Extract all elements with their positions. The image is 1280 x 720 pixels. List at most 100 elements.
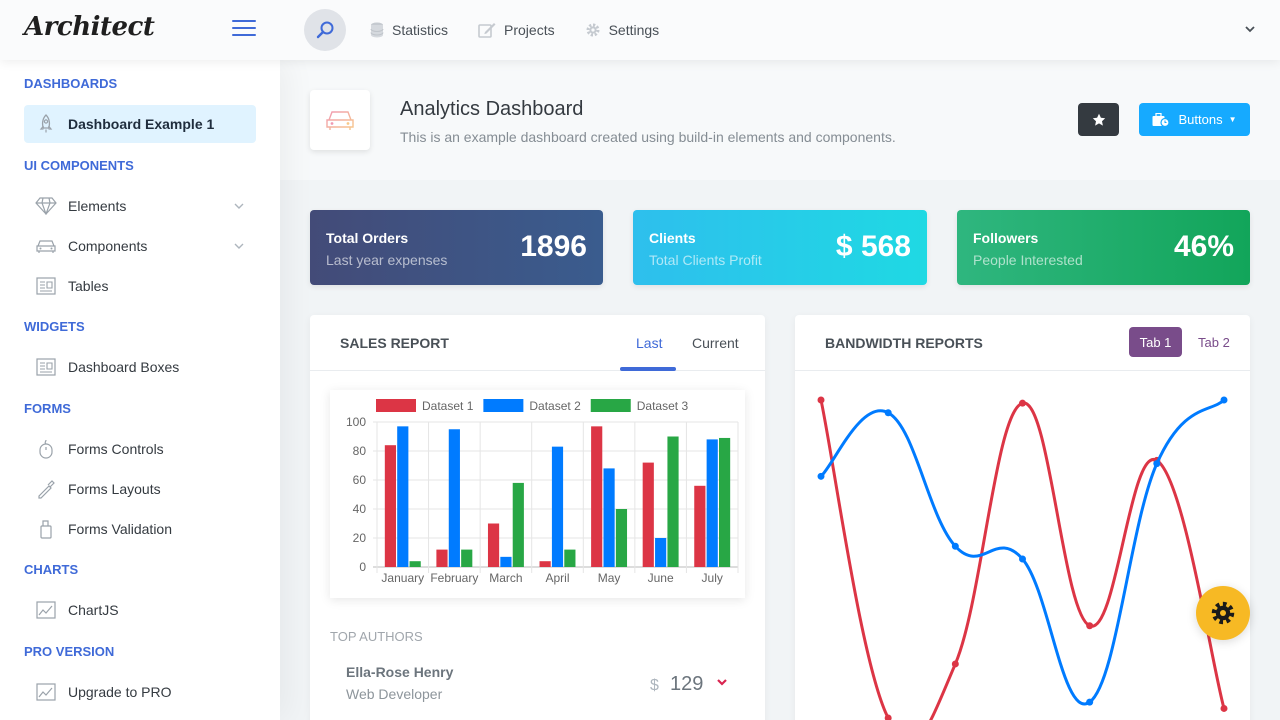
tab-last[interactable]: Last xyxy=(636,335,663,351)
data-point xyxy=(884,409,892,417)
sidebar-item-forms-controls[interactable]: Forms Controls xyxy=(24,430,256,468)
top-nav: Statistics Projects Settings xyxy=(370,0,689,60)
sidebar-heading-dashboards: Dashboards xyxy=(24,76,118,91)
bar xyxy=(706,439,718,567)
sidebar-heading-ui-components: UI Components xyxy=(24,158,134,173)
sidebar-item-elements[interactable]: Elements xyxy=(24,187,256,225)
y-tick-label: 80 xyxy=(353,444,367,458)
legend-swatch xyxy=(483,399,524,412)
stat-card-total-orders: Total Orders Last year expenses 1896 xyxy=(310,210,603,285)
top-authors-heading: Top Authors xyxy=(330,629,423,644)
legend-label: Dataset 1 xyxy=(422,399,474,413)
sales-bar-chart: Dataset 1 Dataset 2 Dataset 3 0 20 40 60 80 100 J… xyxy=(330,390,745,598)
bar xyxy=(539,561,551,567)
sales-report-title: Sales Report xyxy=(340,335,449,351)
tab-2[interactable]: Tab 2 xyxy=(1198,335,1230,350)
stat-value: $ 568 xyxy=(835,230,911,263)
x-tick-label: July xyxy=(702,571,723,585)
tab-current[interactable]: Current xyxy=(692,335,739,351)
bar xyxy=(409,561,421,567)
nav-projects[interactable]: Projects xyxy=(478,22,555,38)
author-currency: $ xyxy=(650,677,659,694)
gear-icon xyxy=(1211,601,1235,625)
data-point xyxy=(951,660,959,668)
bar xyxy=(487,523,500,567)
nav-statistics[interactable]: Statistics xyxy=(370,22,448,38)
bar xyxy=(500,556,512,567)
bandwidth-card: Bandwidth Reports Tab 1 Tab 2 xyxy=(795,315,1250,720)
sidebar-heading-pro: PRO Version xyxy=(24,644,115,659)
chevron-down-icon xyxy=(234,203,244,209)
chevron-down-icon[interactable] xyxy=(1244,24,1256,34)
sidebar-item-dashboard-boxes[interactable]: Dashboard Boxes xyxy=(24,348,256,386)
x-tick-label: January xyxy=(381,571,424,585)
sidebar-item-chartjs[interactable]: ChartJS xyxy=(24,591,256,629)
search-icon xyxy=(316,21,334,39)
legend-label: Dataset 2 xyxy=(529,399,581,413)
legend-swatch xyxy=(590,399,631,412)
sidebar-toggle-button[interactable] xyxy=(232,20,256,38)
sidebar-item-forms-validation[interactable]: Forms Validation xyxy=(24,510,256,548)
page-title: Analytics Dashboard xyxy=(400,98,584,120)
author-value: 129 xyxy=(670,673,704,695)
bar xyxy=(667,436,679,567)
stat-card-clients: Clients Total Clients Profit $ 568 xyxy=(633,210,927,285)
bar xyxy=(384,445,396,567)
app-logo[interactable]: Architect xyxy=(24,12,155,42)
sidebar-heading-charts: Charts xyxy=(24,562,79,577)
bar xyxy=(642,462,654,567)
y-tick-label: 20 xyxy=(353,531,367,545)
graph-icon xyxy=(36,683,56,701)
bar xyxy=(655,538,667,567)
rocket-icon xyxy=(39,114,53,133)
x-tick-label: February xyxy=(430,571,478,585)
sidebar-item-upgrade[interactable]: Upgrade to PRO xyxy=(24,673,256,711)
search-button[interactable] xyxy=(304,9,346,51)
bar xyxy=(397,426,409,567)
data-point xyxy=(1019,555,1026,563)
data-point xyxy=(1086,622,1094,630)
diamond-icon xyxy=(35,197,57,215)
bar xyxy=(551,446,564,567)
bar xyxy=(694,485,706,567)
tab-1[interactable]: Tab 1 xyxy=(1129,327,1182,357)
buttons-dropdown[interactable]: Buttons ▼ xyxy=(1139,103,1250,136)
active-tab-indicator xyxy=(620,367,676,371)
eyedropper-icon xyxy=(38,480,55,499)
sidebar-heading-widgets: Widgets xyxy=(24,319,85,334)
bar xyxy=(461,549,473,567)
x-tick-label: April xyxy=(545,571,569,585)
business-time-icon xyxy=(1152,112,1171,127)
data-point xyxy=(1019,399,1026,407)
theme-settings-button[interactable] xyxy=(1196,586,1250,640)
gear-icon xyxy=(586,23,600,37)
favorite-button[interactable] xyxy=(1078,103,1119,136)
table-icon xyxy=(36,358,56,376)
y-tick-label: 40 xyxy=(353,502,367,516)
sidebar-item-dashboard-example[interactable]: Dashboard Example 1 xyxy=(24,105,256,143)
bandwidth-line-chart xyxy=(817,396,1228,720)
x-tick-label: June xyxy=(648,571,674,585)
stat-value: 46% xyxy=(1173,230,1234,263)
nav-settings[interactable]: Settings xyxy=(585,22,659,38)
chevron-down-icon xyxy=(234,243,244,249)
bar-chart-svg: Dataset 1 Dataset 2 Dataset 3 0 20 40 60 80 100 J… xyxy=(346,399,739,585)
car-icon xyxy=(326,111,354,130)
app-header: Architect Statistics Projects xyxy=(0,0,1280,60)
star-icon xyxy=(1092,113,1105,126)
sidebar-item-components[interactable]: Components xyxy=(24,227,256,265)
sidebar-item-forms-layouts[interactable]: Forms Layouts xyxy=(24,470,256,508)
bar xyxy=(448,429,460,567)
bar xyxy=(719,437,731,567)
y-tick-label: 0 xyxy=(359,560,366,574)
edit-icon xyxy=(478,23,496,38)
sidebar-item-tables[interactable]: Tables xyxy=(24,267,256,305)
x-tick-label: May xyxy=(598,571,621,585)
stat-value: 1896 xyxy=(520,230,587,263)
data-point xyxy=(1086,698,1094,706)
database-icon xyxy=(370,22,384,38)
stat-card-followers: Followers People Interested 46% xyxy=(957,210,1250,285)
data-point xyxy=(1220,396,1228,404)
car-icon xyxy=(36,240,56,253)
author-role: Web Developer xyxy=(346,686,443,702)
